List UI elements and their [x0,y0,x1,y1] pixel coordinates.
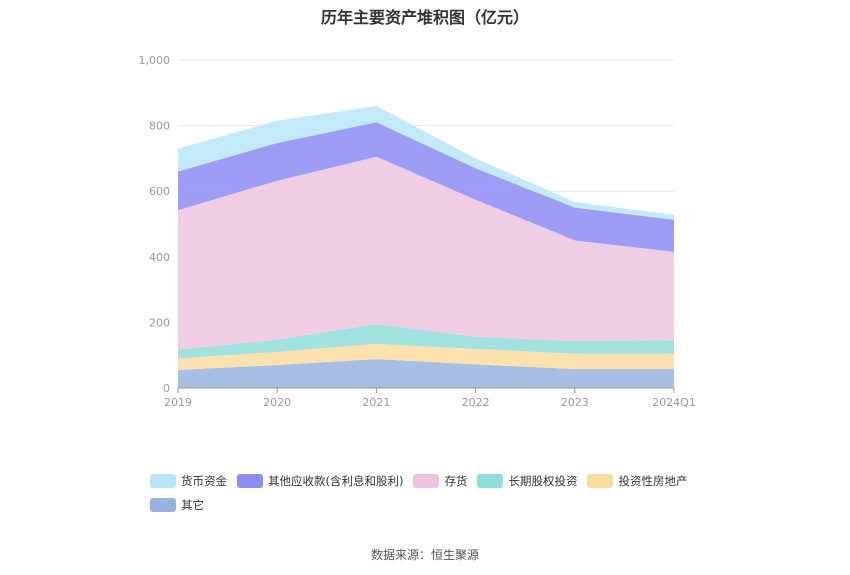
x-tick-label: 2023 [561,396,589,409]
axes: 0 200 400 600 800 1,000 2019 2020 2021 2022 2023 20… [139,54,696,409]
y-tick-label: 800 [149,120,170,133]
legend-item[interactable]: 投资性房地产 [587,474,687,488]
x-tick-label: 2021 [362,396,390,409]
area-series-3[interactable] [178,156,674,350]
stacked-area-chart: 0 200 400 600 800 1,000 2019 2020 2021 2022 2023 20… [139,54,696,409]
y-tick-label: 600 [149,185,170,198]
legend-label: 投资性房地产 [618,474,688,488]
legend-label: 其它 [181,498,204,512]
x-tick-label: 2024Q1 [652,396,696,409]
x-tick-label: 2022 [462,396,490,409]
legend-item[interactable]: 长期股权投资 [477,474,577,488]
chart-legend: 货币资金 其他应收款(含利息和股利) 存货 长期股权投资 投资性房地产其它 [150,474,730,512]
y-tick-label: 400 [149,251,170,264]
area-series-2[interactable] [178,324,674,359]
legend-label: 货币资金 [181,474,227,488]
legend-swatch [477,474,504,488]
legend-swatch [237,474,263,488]
area-series-5[interactable] [178,105,674,220]
legend-item[interactable]: 其它 [150,498,204,512]
area-series-1[interactable] [178,343,674,370]
legend-item[interactable]: 其他应收款(含利息和股利) [237,474,403,488]
y-tick-label: 200 [149,316,170,329]
y-tick-label: 1,000 [139,54,171,67]
y-tick-label: 0 [163,382,170,395]
area-series-4[interactable] [178,122,674,252]
legend-item[interactable]: 存货 [413,474,467,488]
legend-swatch [587,474,614,488]
legend-item[interactable]: 货币资金 [150,474,227,488]
legend-swatch [150,474,176,488]
legend-label: 存货 [444,474,468,488]
area-series [178,105,674,388]
legend-label: 长期股权投资 [508,474,578,488]
legend-label: 其他应收款(含利息和股利) [268,474,404,488]
legend-swatch [150,498,176,512]
x-tick-label: 2020 [263,396,291,409]
chart-title: 历年主要资产堆积图（亿元） [320,8,529,27]
data-source: 数据来源：恒生聚源 [370,548,479,562]
x-tick-label: 2019 [164,396,192,409]
legend-swatch [413,474,440,488]
area-series-0[interactable] [178,359,674,388]
